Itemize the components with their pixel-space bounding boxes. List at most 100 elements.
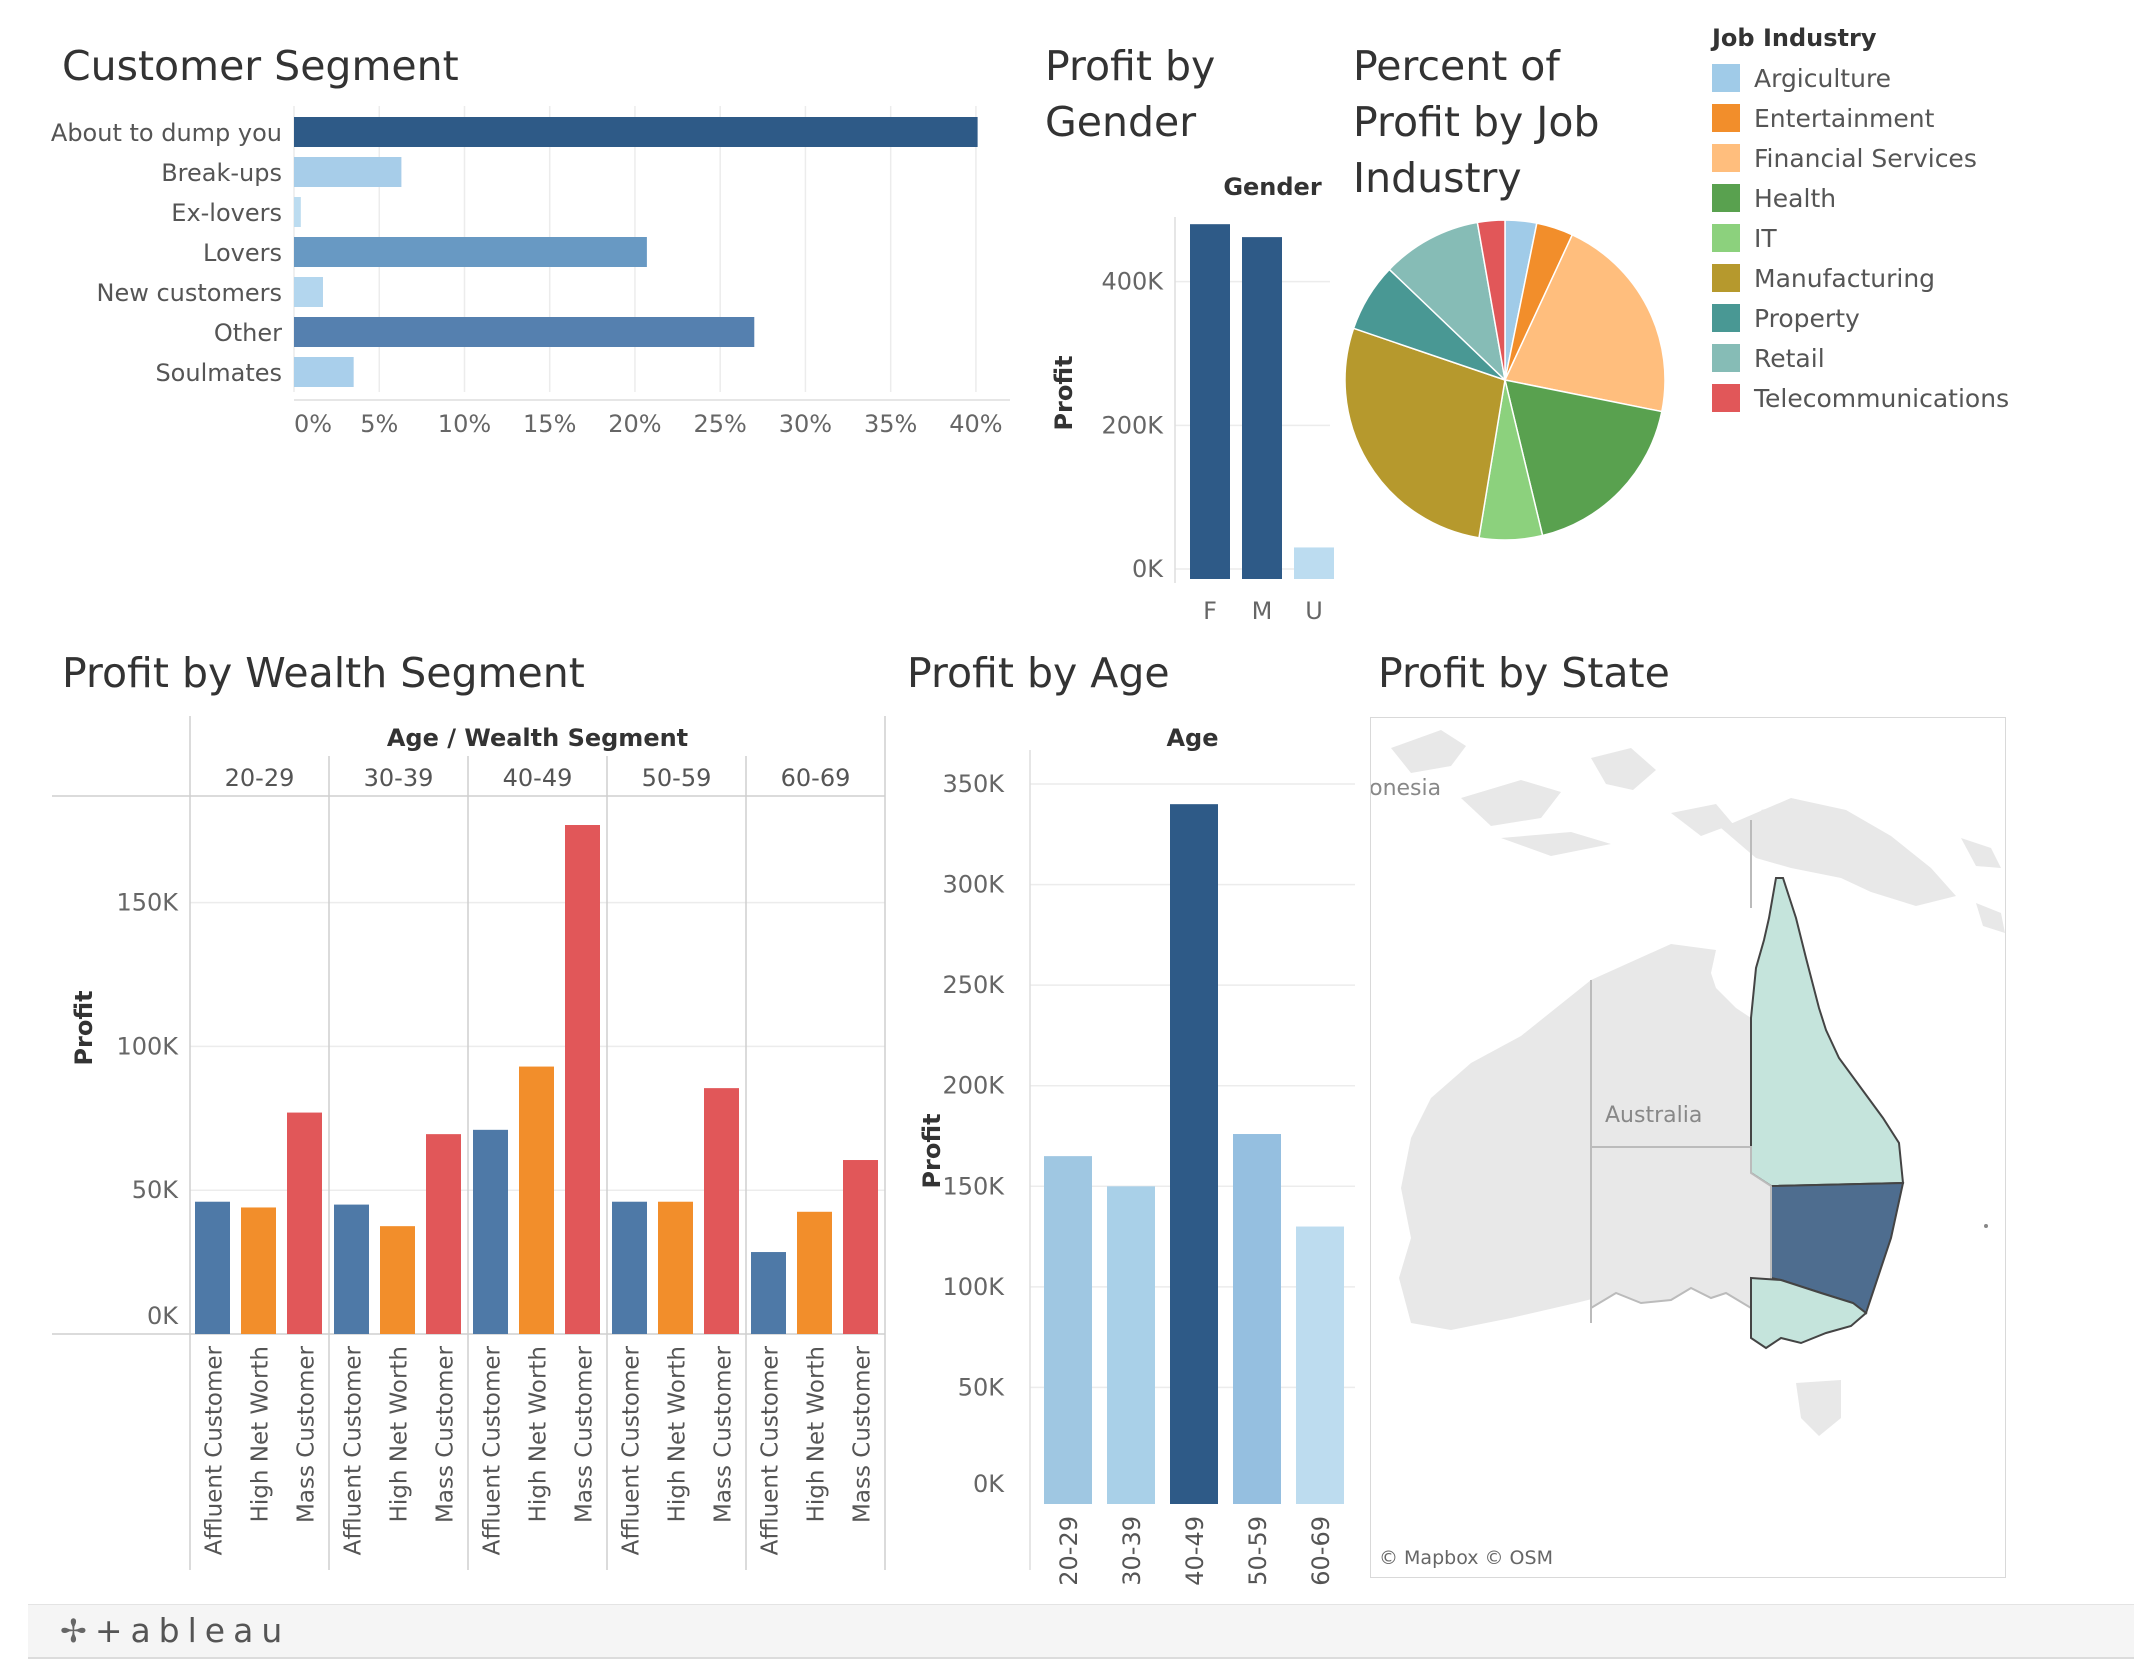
bar[interactable] [294, 277, 323, 307]
x-tick-label: 0% [294, 410, 332, 438]
bar[interactable] [1294, 547, 1334, 579]
bar[interactable] [380, 1226, 415, 1334]
profit-gender-chart[interactable]: Gender 0K 200K 400K Profit F M U [1030, 165, 1370, 625]
bar[interactable] [195, 1201, 230, 1334]
bar[interactable] [287, 1112, 322, 1334]
tableau-wordmark: +ableau [94, 1611, 291, 1650]
bar[interactable] [519, 1066, 554, 1334]
profit-state-title: Profit by State [1378, 649, 1670, 697]
y-tick-label: 350K [942, 770, 1005, 798]
percent-job-title-line2: Profit by Job [1353, 98, 1600, 146]
y-tick-label: 100K [116, 1032, 179, 1060]
wealth-segment-chart[interactable]: Age / Wealth Segment 0K 50K 100K 150K Profit 2… [0, 710, 900, 1590]
x-tick-label: Mass Customer [294, 1345, 320, 1522]
legend-swatch [1712, 144, 1740, 172]
pie-slice[interactable] [1503, 233, 1666, 413]
x-tick-label: Affluent Customer [619, 1345, 645, 1555]
category-label: Ex-lovers [171, 199, 282, 227]
category-label: Lovers [203, 239, 282, 267]
bar[interactable] [1296, 1226, 1344, 1504]
bar[interactable] [294, 317, 755, 347]
category-label: Soulmates [155, 359, 282, 387]
bar[interactable] [565, 825, 600, 1334]
legend-item[interactable]: Health [1712, 178, 2009, 218]
x-tick-label: 15% [523, 410, 576, 438]
x-tick-label: 5% [360, 410, 398, 438]
bar[interactable] [1242, 237, 1282, 579]
bar[interactable] [334, 1204, 369, 1334]
bar[interactable] [473, 1129, 508, 1334]
y-tick-label: 200K [1101, 411, 1164, 439]
bar[interactable] [294, 197, 301, 227]
legend-item[interactable]: Entertainment [1712, 98, 2009, 138]
legend-item[interactable]: IT [1712, 218, 2009, 258]
tableau-logo[interactable]: ✢ +ableau [60, 1611, 290, 1650]
customer-segment-chart[interactable]: 0% 5% 10% 15% 20% 25% 30% 35% 40% About to dump y… [0, 100, 1030, 450]
legend-label: Financial Services [1754, 143, 1977, 173]
bar[interactable] [1107, 1186, 1155, 1504]
bar[interactable] [1170, 804, 1218, 1504]
bar[interactable] [1190, 224, 1230, 580]
map-label-indonesia: ionesia [1370, 776, 1442, 801]
map-attribution[interactable]: © Mapbox © OSM [1379, 1547, 1553, 1569]
state-vic[interactable] [1750, 1276, 1868, 1350]
legend-item[interactable]: Argiculture [1712, 58, 2009, 98]
profit-gender-title-line2: Gender [1045, 98, 1197, 146]
pie-slice[interactable] [1388, 221, 1507, 383]
bar[interactable] [294, 157, 402, 187]
legend-item[interactable]: Retail [1712, 338, 2009, 378]
legend-item[interactable]: Property [1712, 298, 2009, 338]
bar[interactable] [704, 1088, 739, 1334]
chart-header: Gender [1223, 173, 1322, 201]
y-axis-label: Profit [70, 990, 98, 1065]
bar[interactable] [612, 1201, 647, 1334]
customer-segment-title: Customer Segment [62, 42, 459, 90]
profit-state-map[interactable]: ionesia Australia © Mapbox © OSM [1370, 717, 2006, 1578]
profit-age-title: Profit by Age [907, 649, 1170, 697]
bar[interactable] [1044, 1156, 1092, 1504]
x-tick-label: 25% [694, 410, 747, 438]
bar[interactable] [843, 1160, 878, 1334]
bar[interactable] [658, 1201, 693, 1334]
state-tas [1796, 1380, 1841, 1436]
y-axis-label: Profit [918, 1113, 946, 1188]
legend-item[interactable]: Manufacturing [1712, 258, 2009, 298]
bar[interactable] [1233, 1134, 1281, 1504]
x-tick-label: Affluent Customer [480, 1345, 506, 1555]
bar[interactable] [294, 357, 354, 387]
x-tick-label: 20% [608, 410, 661, 438]
pie-slice[interactable] [1503, 379, 1663, 537]
bar[interactable] [751, 1252, 786, 1334]
legend-swatch [1712, 184, 1740, 212]
legend-label: Manufacturing [1754, 263, 1936, 293]
island-north-4 [1671, 804, 1733, 836]
y-axis-label: Profit [1050, 355, 1078, 430]
bar[interactable] [294, 237, 647, 267]
chart-header: Age / Wealth Segment [387, 724, 688, 752]
legend-label: Retail [1754, 343, 1825, 373]
legend-item[interactable]: Telecommunications [1712, 378, 2009, 418]
island-north-3 [1591, 748, 1656, 790]
pie-slice[interactable] [1476, 219, 1506, 381]
x-tick-label: Mass Customer [572, 1345, 598, 1522]
map-label-australia: Australia [1605, 1103, 1703, 1128]
legend-swatch [1712, 104, 1740, 132]
bar[interactable] [294, 117, 978, 147]
australia-map[interactable] [1371, 718, 2005, 1577]
x-tick-label: F [1203, 597, 1217, 625]
bar[interactable] [241, 1207, 276, 1334]
x-tick-label: M [1252, 597, 1273, 625]
job-industry-pie[interactable] [1340, 210, 1680, 550]
group-label: 20-29 [225, 764, 295, 792]
x-tick-label: High Net Worth [665, 1346, 691, 1522]
pie-slice[interactable] [1344, 327, 1506, 539]
x-tick-label: 30% [779, 410, 832, 438]
profit-age-chart[interactable]: Age 0K 50K 100K 150K 200K 250K 300K 350K Profit 20… [900, 710, 1370, 1590]
state-qld[interactable] [1750, 877, 1905, 1188]
y-tick-label: 400K [1101, 268, 1164, 296]
bar[interactable] [426, 1134, 461, 1334]
bar[interactable] [797, 1211, 832, 1334]
legend-item[interactable]: Financial Services [1712, 138, 2009, 178]
legend-swatch [1712, 344, 1740, 372]
